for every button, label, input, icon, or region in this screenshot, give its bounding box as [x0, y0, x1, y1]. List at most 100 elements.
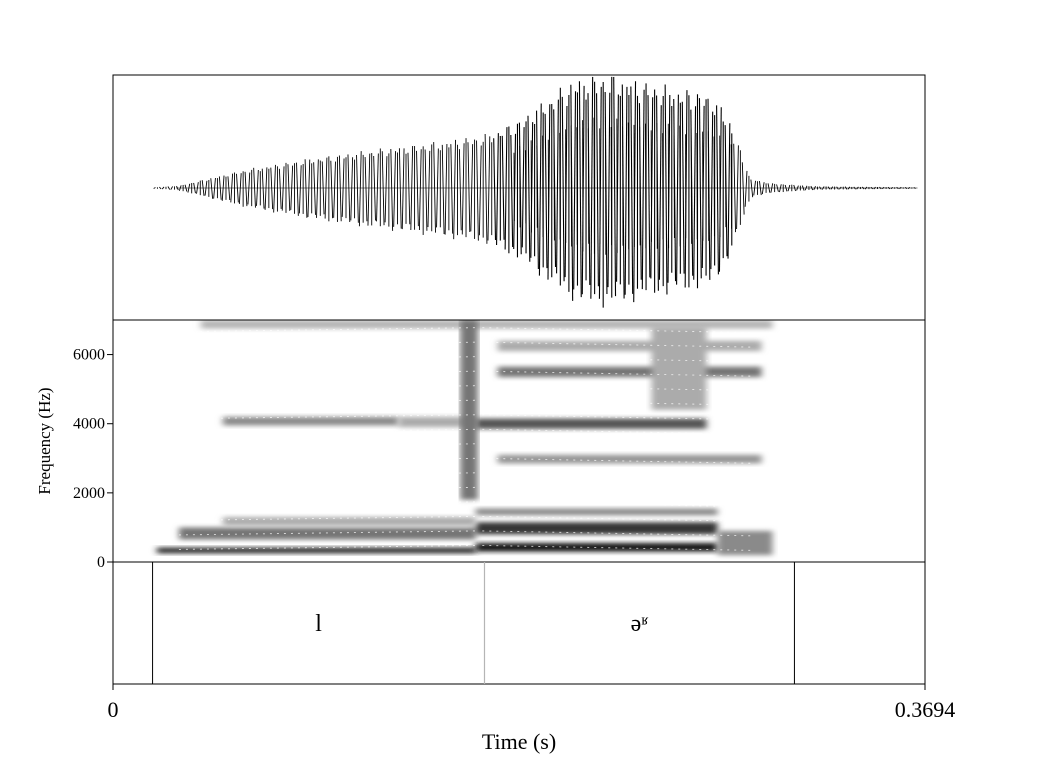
- spectrogram-band: [651, 326, 707, 410]
- waveform-pulse: [753, 180, 756, 196]
- waveform-pulse: [470, 144, 474, 232]
- x-axis-label: Time (s): [482, 729, 556, 754]
- waveform-pulse: [313, 162, 316, 215]
- waveform-pulse: [210, 178, 214, 199]
- waveform-pulse: [170, 186, 173, 190]
- spectrogram-band: [156, 547, 476, 554]
- waveform-pulse: [827, 186, 831, 190]
- waveform-pulse: [381, 151, 385, 226]
- waveform-pulse: [796, 185, 799, 191]
- waveform-pulse: [358, 151, 362, 227]
- waveform-pulse: [407, 152, 411, 225]
- spectrogram-harmonic: [178, 414, 476, 420]
- spectrogram-band: [178, 527, 476, 540]
- waveform-panel: [112, 74, 926, 321]
- waveform-pulse: [256, 169, 259, 206]
- waveform-pulse: [767, 183, 771, 193]
- waveform-pulse: [647, 95, 651, 278]
- waveform-pulse: [441, 144, 445, 234]
- waveform-pulse: [624, 86, 628, 295]
- waveform-pulse: [193, 182, 196, 194]
- spectrogram-harmonic: [178, 515, 476, 521]
- waveform-pulse: [504, 127, 508, 250]
- waveform-pulse: [693, 106, 697, 280]
- waveform-pulse: [196, 182, 199, 194]
- waveform-pulse: [596, 93, 599, 287]
- waveform-pulse: [710, 111, 714, 270]
- spectrogram-harmonic: [482, 501, 755, 508]
- spectrogram-band: [222, 416, 399, 426]
- y-tick-label: 4000: [73, 416, 105, 433]
- waveform-pulse: [544, 113, 548, 269]
- waveform-pulse: [461, 143, 465, 235]
- waveform-pulse: [658, 105, 662, 280]
- waveform-pulse: [776, 184, 779, 192]
- waveform-pulse: [373, 155, 376, 221]
- waveform-pulse: [321, 161, 325, 215]
- waveform-pulse: [667, 94, 671, 283]
- spectrogram-harmonic: [178, 327, 476, 333]
- waveform-pulse: [290, 165, 294, 210]
- waveform-pulse: [830, 186, 834, 190]
- waveform-pulse: [896, 186, 899, 190]
- spectrogram-harmonic: [482, 472, 755, 479]
- waveform-pulse: [476, 140, 479, 241]
- spectrogram-band: [200, 320, 773, 329]
- waveform-pulse: [527, 115, 531, 262]
- spectrogram-harmonic: [482, 356, 755, 363]
- spectrogram-image: [156, 320, 773, 556]
- waveform-pulse: [547, 104, 551, 280]
- waveform-pulse: [433, 142, 436, 233]
- waveform-pulse: [496, 133, 499, 246]
- waveform-pulse: [436, 148, 439, 228]
- waveform-pulse: [350, 157, 354, 221]
- waveform-pulse: [690, 109, 694, 276]
- waveform-pulse: [590, 76, 594, 299]
- waveform-pulse: [564, 106, 568, 278]
- waveform-pulse: [613, 76, 617, 297]
- spectrogram-harmonic: [482, 515, 755, 522]
- waveform-pulse: [864, 186, 868, 190]
- waveform-pulse: [333, 161, 336, 218]
- waveform-pulse: [861, 186, 865, 190]
- waveform-pulse: [221, 175, 225, 201]
- waveform-pulse: [587, 93, 591, 286]
- waveform-trace: [153, 76, 918, 308]
- y-tick-label: 2000: [73, 485, 105, 502]
- waveform-pulse: [444, 143, 448, 235]
- waveform-pulse: [839, 186, 842, 190]
- waveform-pulse: [573, 91, 577, 290]
- waveform-pulse: [598, 86, 602, 299]
- waveform-pulse: [178, 185, 182, 191]
- spectrogram-band: [475, 508, 718, 516]
- waveform-pulse: [187, 183, 191, 193]
- waveform-pulse: [676, 94, 679, 285]
- waveform-pulse: [681, 101, 685, 274]
- spectrogram-harmonic: [178, 472, 476, 478]
- waveform-pulse: [741, 162, 745, 215]
- spectrogram-harmonic: [178, 341, 476, 347]
- waveform-pulse: [736, 145, 739, 230]
- waveform-pulse: [630, 86, 634, 294]
- waveform-pulse: [633, 81, 637, 303]
- waveform-pulse: [153, 187, 156, 189]
- waveform-pulse: [487, 136, 491, 241]
- waveform-pulse: [453, 139, 456, 240]
- waveform-pulse: [581, 85, 585, 295]
- spectrogram-band: [497, 340, 762, 352]
- waveform-pulse: [384, 156, 388, 223]
- waveform-pulse: [159, 186, 162, 190]
- waveform-pulse: [401, 148, 405, 230]
- waveform-pulse: [553, 109, 557, 267]
- waveform-pulse: [641, 89, 645, 290]
- waveform-pulse: [513, 133, 517, 249]
- waveform-pulse: [341, 158, 345, 217]
- textgrid-boundaries: [152, 562, 795, 684]
- waveform-pulse: [338, 155, 342, 222]
- waveform-pulse: [821, 186, 825, 190]
- spectrogram-harmonic: [482, 443, 755, 450]
- waveform-pulse: [570, 84, 574, 301]
- spectrogram-harmonic: [482, 399, 755, 406]
- waveform-pulse: [882, 186, 885, 190]
